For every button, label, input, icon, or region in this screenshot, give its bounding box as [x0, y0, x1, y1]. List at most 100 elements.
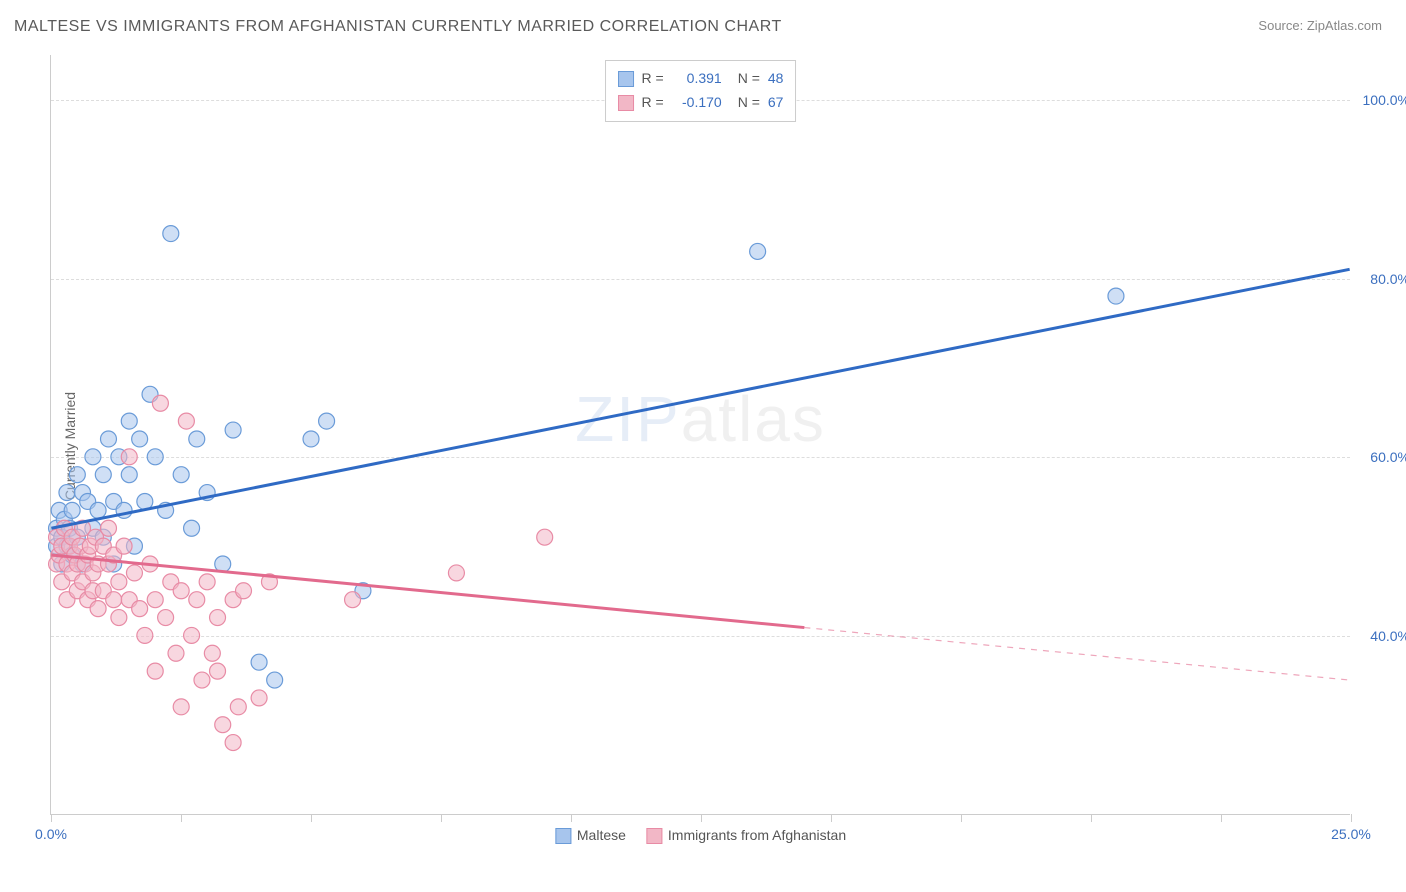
chart-container: MALTESE VS IMMIGRANTS FROM AFGHANISTAN C… — [0, 0, 1406, 892]
data-point — [111, 574, 127, 590]
data-point — [303, 431, 319, 447]
data-point — [90, 502, 106, 518]
n-value: 48 — [768, 67, 784, 91]
data-point — [106, 592, 122, 608]
data-point — [168, 645, 184, 661]
legend-swatch — [555, 828, 571, 844]
trend-line — [51, 269, 1349, 528]
data-point — [69, 467, 85, 483]
data-point — [178, 413, 194, 429]
data-point — [345, 592, 361, 608]
data-point — [184, 627, 200, 643]
correlation-legend-row: R = -0.170 N = 67 — [618, 91, 784, 115]
data-point — [173, 467, 189, 483]
y-tick-label: 40.0% — [1355, 628, 1406, 644]
data-point — [100, 520, 116, 536]
data-point — [173, 699, 189, 715]
x-tick — [1351, 814, 1352, 822]
x-tick — [571, 814, 572, 822]
data-point — [210, 610, 226, 626]
x-tick — [181, 814, 182, 822]
x-tick — [961, 814, 962, 822]
data-point — [236, 583, 252, 599]
r-value: 0.391 — [672, 67, 722, 91]
source-value: ZipAtlas.com — [1307, 18, 1382, 33]
legend-swatch — [618, 95, 634, 111]
y-tick-label: 100.0% — [1355, 92, 1406, 108]
data-point — [251, 654, 267, 670]
data-point — [750, 243, 766, 259]
data-point — [189, 592, 205, 608]
legend-label: Immigrants from Afghanistan — [668, 827, 846, 843]
data-point — [204, 645, 220, 661]
data-point — [121, 467, 137, 483]
data-point — [199, 574, 215, 590]
data-point — [173, 583, 189, 599]
n-value: 67 — [768, 91, 784, 115]
source-label: Source: — [1258, 18, 1303, 33]
n-label: N = — [738, 67, 760, 91]
data-point — [111, 610, 127, 626]
legend-item: Maltese — [555, 827, 626, 844]
data-point — [158, 610, 174, 626]
data-point — [59, 485, 75, 501]
data-point — [100, 431, 116, 447]
chart-title: MALTESE VS IMMIGRANTS FROM AFGHANISTAN C… — [14, 18, 782, 36]
series-legend: Maltese Immigrants from Afghanistan — [555, 827, 846, 844]
data-point — [210, 663, 226, 679]
data-point — [152, 395, 168, 411]
data-point — [319, 413, 335, 429]
data-point — [147, 663, 163, 679]
x-tick — [701, 814, 702, 822]
data-point — [85, 449, 101, 465]
legend-swatch — [646, 828, 662, 844]
trend-line-extrapolated — [804, 628, 1349, 681]
correlation-legend-row: R = 0.391 N = 48 — [618, 67, 784, 91]
r-value: -0.170 — [672, 91, 722, 115]
x-tick-label: 0.0% — [35, 826, 67, 842]
legend-item: Immigrants from Afghanistan — [646, 827, 846, 844]
x-tick — [831, 814, 832, 822]
legend-label: Maltese — [577, 827, 626, 843]
data-point — [137, 627, 153, 643]
data-point — [163, 226, 179, 242]
x-tick — [311, 814, 312, 822]
data-point — [267, 672, 283, 688]
r-label: R = — [642, 91, 664, 115]
x-tick — [1221, 814, 1222, 822]
legend-swatch — [618, 71, 634, 87]
correlation-legend: R = 0.391 N = 48 R = -0.170 N = 67 — [605, 60, 797, 122]
x-tick-label: 25.0% — [1331, 826, 1371, 842]
data-point — [537, 529, 553, 545]
data-point — [126, 565, 142, 581]
data-point — [116, 538, 132, 554]
y-tick-label: 60.0% — [1355, 449, 1406, 465]
data-point — [251, 690, 267, 706]
data-point — [215, 717, 231, 733]
data-point — [90, 601, 106, 617]
data-point — [147, 449, 163, 465]
data-point — [230, 699, 246, 715]
x-tick — [1091, 814, 1092, 822]
data-point — [194, 672, 210, 688]
n-label: N = — [738, 91, 760, 115]
x-tick — [51, 814, 52, 822]
data-point — [132, 431, 148, 447]
x-tick — [441, 814, 442, 822]
data-point — [1108, 288, 1124, 304]
source-attribution: Source: ZipAtlas.com — [1258, 18, 1382, 33]
scatter-svg — [51, 55, 1350, 814]
data-point — [184, 520, 200, 536]
data-point — [448, 565, 464, 581]
y-tick-label: 80.0% — [1355, 271, 1406, 287]
data-point — [132, 601, 148, 617]
data-point — [64, 502, 80, 518]
data-point — [225, 422, 241, 438]
plot-area: ZIPatlas 40.0%60.0%80.0%100.0% 0.0%25.0%… — [50, 55, 1350, 815]
data-point — [225, 735, 241, 751]
data-point — [95, 467, 111, 483]
r-label: R = — [642, 67, 664, 91]
data-point — [121, 413, 137, 429]
data-point — [189, 431, 205, 447]
data-point — [147, 592, 163, 608]
